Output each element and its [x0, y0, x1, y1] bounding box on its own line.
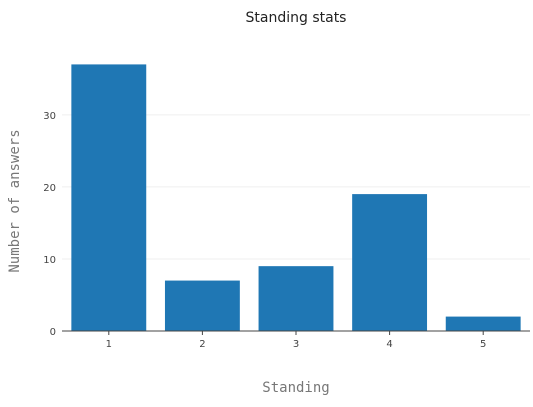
axes — [62, 330, 530, 335]
bar-4 — [352, 194, 428, 331]
y-tick-label: 0 — [50, 327, 56, 338]
bar-5 — [445, 316, 521, 331]
x-axis-title: Standing — [262, 380, 329, 396]
y-tick-label: 10 — [43, 255, 56, 266]
y-tick-labels: 0 10 20 30 — [43, 111, 56, 338]
x-tick-label: 3 — [293, 339, 299, 350]
bar-2 — [164, 280, 240, 331]
x-tick-label: 4 — [386, 339, 392, 350]
y-tick-label: 20 — [43, 183, 56, 194]
chart-title: Standing stats — [246, 10, 347, 26]
bar-1 — [71, 64, 147, 332]
bars — [71, 64, 521, 332]
bar-3 — [258, 266, 334, 331]
y-tick-label: 30 — [43, 111, 56, 122]
x-tick-labels: 1 2 3 4 5 — [106, 339, 487, 350]
x-tick-label: 1 — [106, 339, 112, 350]
x-tick-label: 2 — [199, 339, 205, 350]
x-tick-label: 5 — [480, 339, 486, 350]
y-axis-title: Number of answers — [7, 129, 23, 272]
